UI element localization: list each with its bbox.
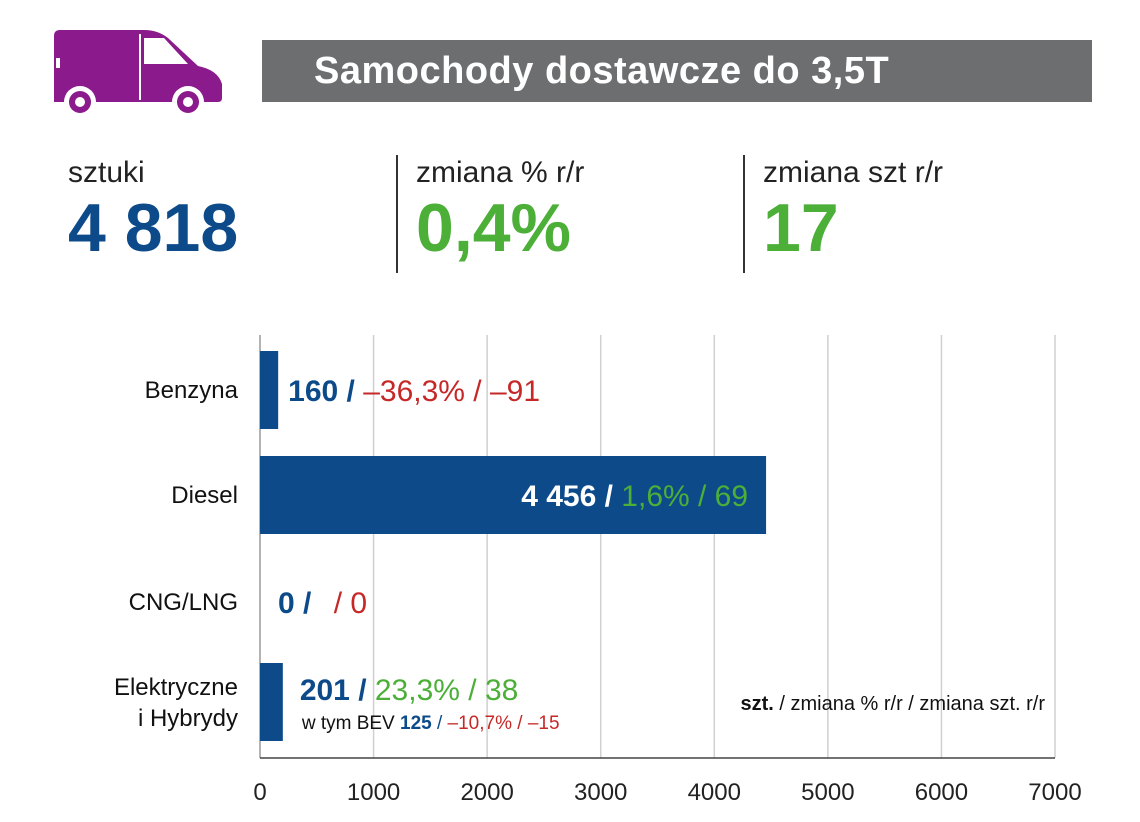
bar: [260, 351, 279, 429]
kpi-unit-change-label: zmiana szt r/r: [763, 156, 944, 189]
kpi-units: sztuki 4 818: [68, 155, 238, 273]
bar: [260, 456, 767, 534]
bar-data-label: 4 456 / 1,6% / 69: [521, 480, 748, 513]
x-tick-label: 6000: [915, 779, 968, 806]
x-tick-label: 7000: [1028, 779, 1081, 806]
bar-data-label: 0 / / 0: [278, 587, 367, 620]
bev-value: 125: [400, 713, 437, 734]
category-label-line: i Hybrydy: [138, 705, 238, 732]
x-tick-label: 3000: [574, 779, 627, 806]
page-title: Samochody dostawcze do 3,5T: [314, 49, 890, 92]
kpi-unit-change-value: 17: [763, 190, 839, 266]
van-icon: [54, 30, 222, 118]
legend-note-rest: / zmiana % r/r / zmiana szt. r/r: [774, 693, 1046, 715]
bar: [260, 663, 283, 741]
bar-value: 4 456 /: [521, 480, 621, 513]
kpi-divider: [396, 155, 398, 273]
bar-data-label: 160 / –36,3% / –91: [288, 375, 540, 408]
kpi-pct-change: zmiana % r/r 0,4%: [416, 155, 584, 273]
x-tick-label: 5000: [801, 779, 854, 806]
kpi-pct-change-value: 0,4%: [416, 190, 571, 266]
kpi-pct-change-label: zmiana % r/r: [416, 156, 585, 189]
category-label: Diesel: [171, 482, 238, 509]
bar-change: 1,6% / 69: [621, 480, 748, 513]
x-tick-label: 2000: [460, 779, 513, 806]
x-tick-label: 4000: [688, 779, 741, 806]
category-label-line: CNG/LNG: [129, 589, 238, 616]
bar-change: 23,3% / 38: [375, 674, 518, 707]
bar-change: / 0: [325, 587, 367, 620]
category-label: CNG/LNG: [129, 589, 238, 616]
kpi-unit-change: zmiana szt r/r 17: [763, 155, 943, 273]
category-label: Elektryczne i Hybrydy: [114, 674, 238, 732]
bev-change: –10,7% / –15: [448, 713, 560, 734]
bev-sub-note: w tym BEV 125 / –10,7% / –15: [301, 713, 560, 734]
bev-prefix: w tym BEV: [301, 713, 400, 734]
x-tick-label: 0: [253, 779, 266, 806]
category-label: Benzyna: [145, 377, 239, 404]
title-banner: Samochody dostawcze do 3,5T: [262, 40, 1092, 102]
category-label-line: Benzyna: [145, 377, 239, 404]
kpi-units-label: sztuki: [68, 156, 145, 189]
legend-note: szt. / zmiana % r/r / zmiana szt. r/r: [740, 693, 1045, 715]
category-label-line: Diesel: [171, 482, 238, 509]
bar-value: 201 /: [300, 674, 375, 707]
bar-change: –36,3% / –91: [363, 375, 540, 408]
bar-value: 0 /: [278, 587, 312, 620]
kpi-units-value: 4 818: [68, 190, 239, 266]
kpi-divider: [743, 155, 745, 273]
bev-sep: /: [437, 713, 448, 734]
x-tick-label: 1000: [347, 779, 400, 806]
bar-data-label: 201 / 23,3% / 38: [300, 674, 519, 707]
legend-note-bold: szt.: [740, 693, 773, 715]
category-label-line: Elektryczne: [114, 674, 238, 701]
bar-value: 160 /: [288, 375, 363, 408]
